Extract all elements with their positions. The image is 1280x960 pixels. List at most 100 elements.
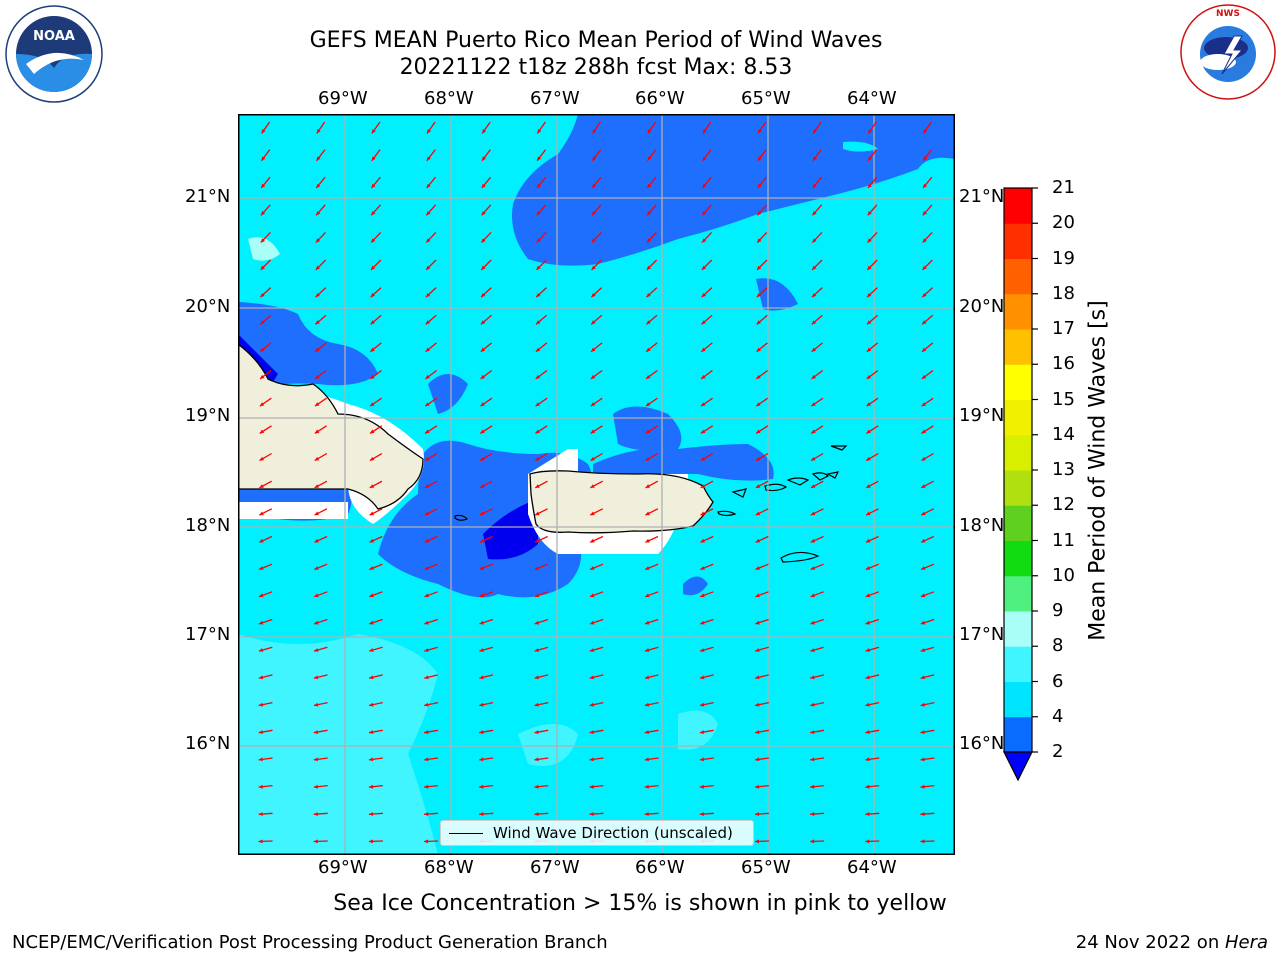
wave-direction-arrowhead (646, 293, 651, 298)
wave-direction-arrowhead (756, 429, 761, 434)
wave-direction-arrowhead (371, 156, 376, 161)
wave-direction-arrowhead (865, 566, 871, 570)
wave-direction-arrowhead (645, 484, 650, 488)
wave-direction-arrowhead (922, 238, 927, 243)
wave-direction-arrowhead (482, 156, 486, 161)
colorbar-segments (1004, 188, 1032, 753)
wave-direction-arrowhead (700, 511, 705, 516)
wave-direction-arrowhead (314, 620, 319, 625)
wave-direction-arrowhead (590, 566, 595, 570)
wave-direction-arrowhead (644, 702, 650, 707)
wave-direction-arrowhead (868, 129, 873, 134)
wave-direction-arrowhead (314, 429, 320, 434)
wave-direction-arrowhead (313, 839, 318, 844)
wave-direction-arrowhead (701, 374, 706, 379)
wave-direction-arrowhead (920, 730, 925, 734)
wave-direction-arrowhead (258, 730, 263, 734)
wave-direction-arrowhead (866, 374, 872, 379)
wave-direction-arrowhead (755, 675, 760, 680)
colorbar-segment (1004, 540, 1032, 577)
colorbar (1003, 187, 1038, 782)
wave-direction-arrowhead (757, 129, 762, 134)
wave-direction-arrowhead (260, 320, 265, 325)
wave-direction-arrowhead (259, 566, 264, 570)
wave-direction-arrowhead (258, 675, 264, 680)
wave-direction-arrowhead (424, 839, 429, 844)
wave-direction-arrowhead (922, 320, 927, 325)
wave-direction-arrowhead (535, 402, 540, 407)
wave-direction-arrowhead (371, 129, 376, 134)
wave-direction-arrowhead (811, 402, 816, 407)
wave-direction-arrowhead (866, 402, 871, 407)
wave-direction-arrowhead (645, 566, 650, 570)
wave-direction-arrowhead (646, 347, 651, 352)
wave-direction-arrowhead (922, 265, 927, 270)
colorbar-segment (1004, 293, 1032, 330)
wave-direction-arrowhead (258, 784, 263, 789)
wave-direction-arrowhead (480, 484, 485, 488)
wave-direction-arrowhead (313, 784, 318, 789)
colorbar-tick-label: 2 (1052, 741, 1064, 762)
colorbar-tick-label: 16 (1052, 353, 1075, 375)
colorbar-tick-label: 18 (1052, 282, 1075, 304)
colorbar-segment (1004, 434, 1032, 471)
svg-text:NWS: NWS (1216, 9, 1240, 19)
colorbar-under-extension (1003, 751, 1033, 782)
wave-direction-arrowhead (589, 812, 594, 816)
wave-direction-arrowhead (755, 456, 761, 461)
wave-direction-arrowhead (646, 320, 651, 325)
wave-direction-arrowhead (369, 511, 375, 516)
wave-direction-arrowhead (316, 183, 321, 188)
wave-direction-arrowhead (923, 183, 928, 188)
colorbar-tickmarks (1032, 187, 1038, 753)
wave-direction-arrowhead (369, 538, 374, 543)
wave-direction-arrowhead (811, 484, 816, 488)
wave-direction-arrowhead (368, 839, 373, 844)
wave-direction-arrowhead (260, 238, 265, 243)
wave-direction-arrowhead (261, 211, 266, 216)
colorbar-tick-label: 20 (1052, 212, 1075, 234)
wave-direction-arrowhead (480, 402, 485, 407)
wave-direction-arrowhead (258, 702, 264, 707)
legend-label: Wind Wave Direction (unscaled) (493, 824, 733, 842)
lat-label-left: 17°N (185, 624, 231, 645)
lat-label-left: 20°N (185, 296, 231, 317)
wave-direction-arrowhead (590, 538, 595, 543)
wave-direction-arrowhead (699, 730, 705, 734)
colorbar-tick-label: 8 (1052, 635, 1064, 657)
wave-direction-arrowhead (426, 183, 431, 188)
wave-direction-arrowhead (426, 211, 431, 216)
lat-label-left: 18°N (185, 515, 231, 536)
colorbar-segment (1004, 329, 1032, 365)
wave-direction-arrowhead (867, 320, 872, 325)
wave-direction-arrowhead (370, 293, 375, 298)
wave-direction-arrowhead (313, 675, 319, 680)
wave-direction-arrowhead (425, 347, 430, 352)
wave-direction-arrowhead (535, 374, 541, 379)
wave-direction-arrowhead (368, 784, 374, 789)
wave-direction-arrowhead (590, 402, 596, 407)
wave-direction-arrowhead (424, 648, 429, 652)
lat-label-left: 16°N (185, 733, 231, 754)
wave-direction-arrowhead (810, 538, 816, 543)
wave-direction-arrowhead (865, 675, 870, 680)
wave-direction-arrowhead (590, 429, 595, 434)
footer-date: 24 Nov 2022 on Hera (1076, 932, 1268, 953)
wave-direction-arrowhead (258, 839, 263, 844)
wave-direction-arrowhead (867, 238, 872, 243)
wave-direction-arrowhead (645, 456, 651, 461)
hispaniola-land (238, 343, 424, 510)
wave-direction-arrowhead (647, 211, 652, 216)
colorbar-segment (1004, 681, 1032, 718)
wave-direction-arrowhead (647, 129, 652, 134)
wave-direction-arrowhead (313, 757, 318, 762)
wave-direction-arrowhead (480, 456, 485, 461)
wave-direction-arrowhead (699, 812, 704, 816)
svg-text:NOAA: NOAA (33, 29, 75, 44)
wave-direction-arrowhead (812, 293, 817, 298)
wave-direction-arrowhead (811, 429, 816, 434)
wave-direction-arrowhead (645, 402, 651, 407)
wave-direction-arrowhead (479, 593, 485, 598)
wave-direction-arrowhead (700, 538, 705, 543)
wave-direction-arrowhead (590, 511, 595, 516)
